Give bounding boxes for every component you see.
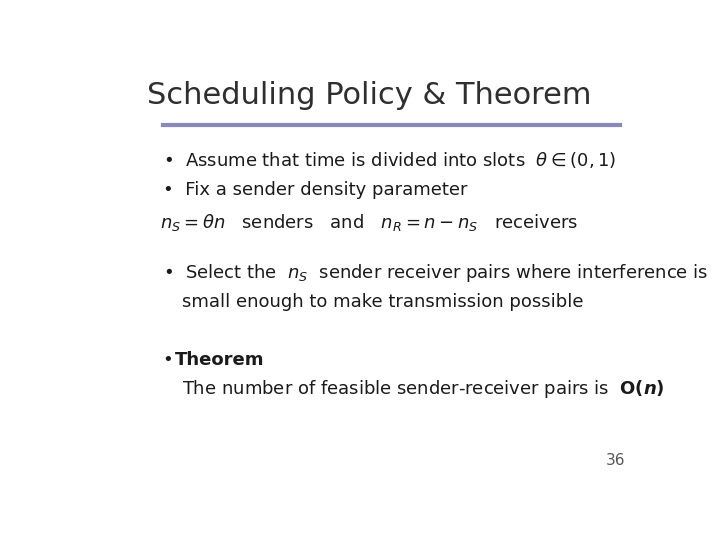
- Text: •  Select the  $n_S$  sender receiver pairs where interference is: • Select the $n_S$ sender receiver pairs…: [163, 262, 708, 284]
- Text: Theorem: Theorem: [175, 351, 264, 369]
- Text: $n_S = \theta n$   senders   and   $n_R = n - n_S$   receivers: $n_S = \theta n$ senders and $n_R = n - …: [160, 212, 578, 233]
- Text: •  Assume that time is divided into slots  $\theta \in (0,1)$: • Assume that time is divided into slots…: [163, 151, 616, 171]
- Text: 36: 36: [606, 453, 626, 468]
- Text: Scheduling Policy & Theorem: Scheduling Policy & Theorem: [147, 82, 591, 111]
- Text: •  Fix a sender density parameter: • Fix a sender density parameter: [163, 180, 467, 199]
- Text: The number of feasible sender-receiver pairs is  $\mathbf{O(}\boldsymbol{n}\math: The number of feasible sender-receiver p…: [182, 378, 665, 400]
- Text: •: •: [163, 351, 185, 369]
- Text: small enough to make transmission possible: small enough to make transmission possib…: [182, 293, 584, 311]
